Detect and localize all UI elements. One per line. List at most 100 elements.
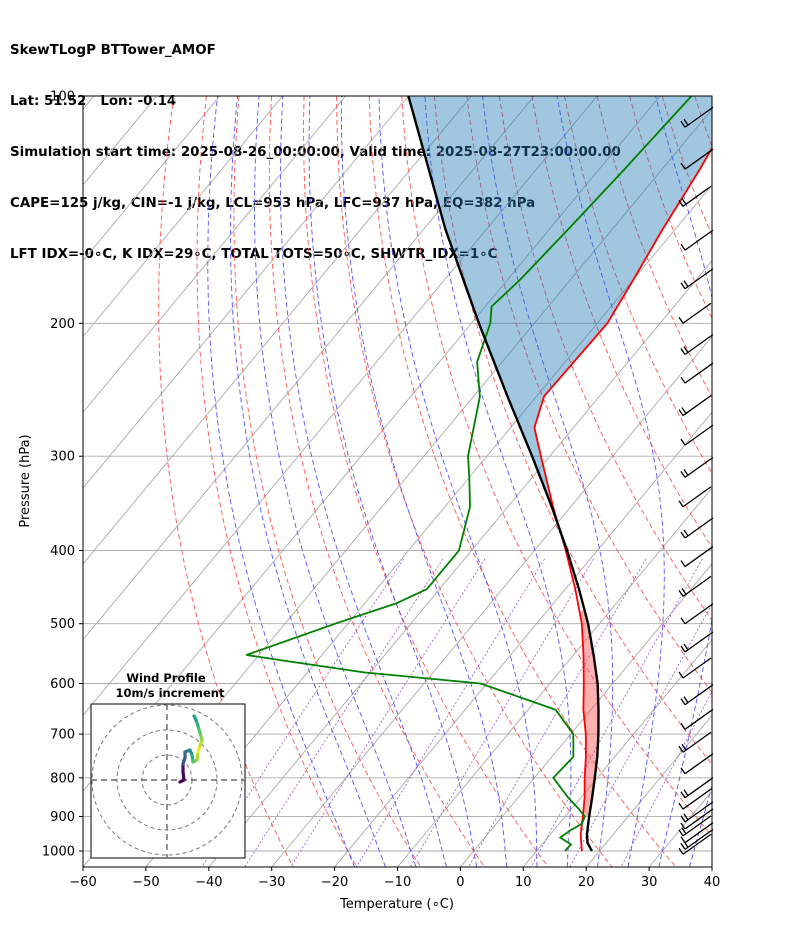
wind-barb (680, 777, 714, 799)
wind-barb (678, 731, 712, 753)
y-tick-label: 100 (50, 90, 75, 105)
temperature-line (533, 146, 712, 852)
mixing-ratio-line (530, 558, 703, 867)
wind-barb (680, 362, 714, 384)
isotherm-line (83, 96, 535, 641)
hodograph-segment (192, 714, 198, 722)
wind-barb (680, 603, 714, 625)
dry-adiabat-line (196, 96, 358, 867)
mixing-ratio-line (410, 558, 594, 867)
wind-barb (680, 801, 714, 823)
dry-adiabat-line (694, 96, 712, 148)
wind-barb (680, 708, 714, 730)
indices-line: LFT IDX=-0∘C, K IDX=29∘C, TOTAL TOTS=50∘… (10, 247, 498, 262)
dry-adiabat-line (727, 96, 794, 867)
wind-barb (678, 815, 712, 837)
wind-barb (680, 822, 714, 844)
parcel-profile-line (407, 96, 600, 852)
x-tick-label: 30 (641, 875, 658, 890)
x-tick-label: −30 (258, 875, 285, 890)
wind-barb (680, 684, 714, 706)
y-tick-label: 600 (50, 677, 75, 692)
dry-adiabat-line (268, 96, 485, 867)
mixing-ratio-line (201, 558, 404, 867)
isotherm-line (208, 260, 712, 867)
y-axis-label: Pressure (hPa) (18, 434, 33, 527)
isotherm-line (83, 96, 95, 110)
x-tick-label: −50 (132, 875, 159, 890)
mixing-ratio-line (244, 558, 444, 867)
dry-adiabat-line (531, 96, 712, 549)
moist-adiabat-line (340, 96, 508, 867)
wind-barb (680, 808, 714, 830)
y-tick-label: 1000 (42, 845, 75, 860)
wind-barb (680, 229, 714, 251)
wind-barb (680, 334, 714, 356)
dry-adiabat-line (401, 96, 712, 837)
x-tick-label: −10 (384, 875, 411, 890)
isotherm-line (83, 96, 346, 414)
isotherm-line (83, 96, 221, 262)
x-tick-label: −20 (321, 875, 348, 890)
y-tick-label: 400 (50, 544, 75, 559)
dry-adiabat-line (368, 96, 677, 867)
params-line: CAPE=125 j/kg, CIN=-1 j/kg, LCL=953 hPa,… (10, 196, 536, 211)
moist-adiabat-line (556, 96, 665, 867)
wind-barb (680, 517, 714, 539)
inset-subtitle: 10m/s increment (116, 686, 225, 700)
wind-barb (680, 268, 714, 290)
x-tick-label: −40 (195, 875, 222, 890)
wind-barb (680, 753, 714, 775)
x-axis-label: Temperature (∘C) (339, 897, 454, 912)
isotherm-line (83, 96, 283, 338)
parcel-stable-shading (408, 96, 712, 559)
dry-adiabat-line (498, 96, 712, 621)
inset-title: Wind Profile (126, 671, 206, 685)
isotherm-line (522, 638, 712, 867)
wind-barb (680, 631, 714, 653)
isotherm-line (585, 714, 712, 867)
wind-barb (678, 395, 712, 417)
moist-adiabat-line (308, 96, 478, 867)
y-tick-label: 700 (50, 728, 75, 743)
isotherm-line (334, 411, 712, 867)
isotherm-line (711, 866, 712, 867)
wind-barb (680, 546, 714, 568)
isotherm-line (397, 487, 712, 867)
y-tick-label: 300 (50, 450, 75, 465)
wind-barb (678, 788, 712, 810)
x-tick-label: 10 (515, 875, 532, 890)
chart-title: SkewTLogP BTTower_AMOF (10, 43, 216, 58)
isotherm-line (145, 184, 712, 867)
moist-adiabat-line (689, 784, 712, 867)
isotherm-line (460, 563, 712, 867)
moist-adiabat-line (721, 96, 794, 867)
wind-barb (678, 657, 712, 679)
location-line: Lat: 51.52 Lon: -0.14 (10, 94, 177, 109)
isotherm-line (83, 96, 598, 717)
x-tick-label: 40 (704, 875, 721, 890)
wind-barb (678, 302, 712, 324)
dry-adiabat-line (303, 96, 549, 867)
dry-adiabat-line (466, 96, 712, 694)
moist-adiabat-line (207, 96, 356, 867)
mixing-ratio-line (290, 558, 486, 867)
moist-adiabat-line (230, 96, 386, 867)
x-tick-label: −60 (69, 875, 96, 890)
x-tick-label: 20 (578, 875, 595, 890)
dry-adiabat-line (336, 96, 613, 867)
wind-barb (678, 833, 712, 855)
y-tick-label: 200 (50, 317, 75, 332)
moist-adiabat-line (279, 96, 447, 867)
dry-adiabat-line (564, 96, 712, 474)
dry-adiabat-line (233, 96, 422, 867)
isotherm-line (271, 335, 712, 867)
y-tick-label: 800 (50, 771, 75, 786)
dry-adiabat-line (661, 96, 712, 237)
moist-adiabat-line (254, 96, 417, 867)
dewpoint-line (246, 96, 693, 852)
wind-barb (678, 575, 712, 597)
mixing-ratio-line (355, 558, 545, 867)
wind-barb (680, 424, 714, 446)
